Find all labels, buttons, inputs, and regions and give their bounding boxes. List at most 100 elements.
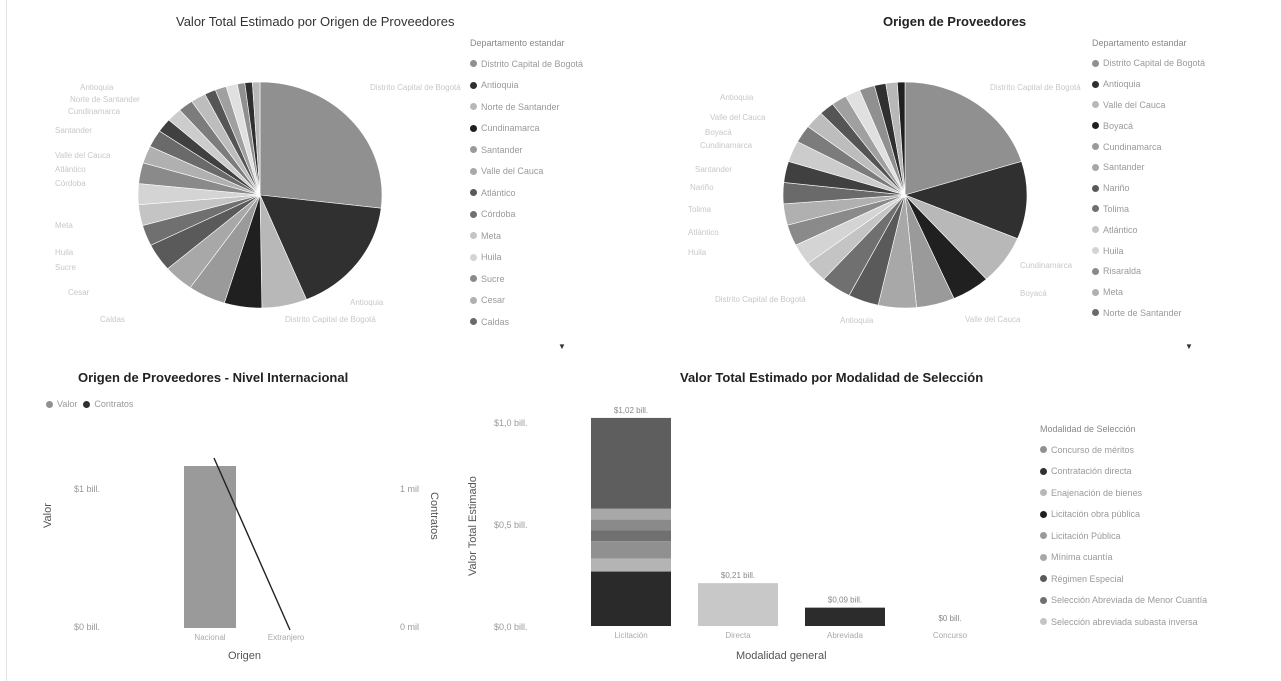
legend-item[interactable]: Huila	[1092, 240, 1272, 261]
bar-segment[interactable]	[591, 541, 671, 559]
legend-item[interactable]: Atlántico	[1092, 219, 1272, 240]
bar-chart-modalidad[interactable]: $1,02 bill. Licitación $0,21 bill. Directa $…	[440, 360, 1020, 670]
legend-dot	[1092, 226, 1099, 234]
bar-segment[interactable]	[591, 519, 671, 531]
legend-item[interactable]: Selección abreviada subasta inversa	[1040, 611, 1281, 633]
legend-item[interactable]: Boyacá	[1092, 115, 1272, 136]
legend-item[interactable]: Cesar	[470, 290, 660, 312]
line-contratos[interactable]	[213, 457, 291, 631]
legend-dot	[1092, 59, 1099, 67]
legend-item[interactable]: Atlántico	[470, 182, 660, 204]
bar-panel-modalidad: Valor Total Estimado por Modalidad de Se…	[440, 360, 1281, 681]
legend-item[interactable]: Enajenación de bienes	[1040, 482, 1281, 504]
x-tick-label: Licitación	[614, 631, 647, 640]
pie-slice[interactable]	[252, 81, 261, 196]
legend-label: Distrito Capital de Bogotá	[481, 58, 584, 69]
legend-item[interactable]: Distrito Capital de Bogotá	[470, 53, 660, 75]
legend-label: Cundinamarca	[1103, 141, 1162, 152]
slice-callout-label: Cundinamarca	[68, 107, 121, 116]
slice-callout-label: Antioquia	[720, 93, 754, 102]
legend-item[interactable]: Córdoba	[470, 204, 660, 226]
bar-valor[interactable]	[184, 466, 236, 628]
pie-slice[interactable]	[904, 161, 1028, 240]
legend-item[interactable]: Distrito Capital de Bogotá	[1092, 53, 1272, 74]
legend-dot	[1040, 553, 1047, 561]
legend-item[interactable]: Santander	[470, 139, 660, 161]
legend-item[interactable]: Caldas	[470, 311, 660, 333]
legend-dot	[83, 400, 91, 408]
legend-label: Atlántico	[481, 187, 516, 198]
legend-scroll-down-icon[interactable]: ▼	[1185, 342, 1193, 351]
legend-dot	[1040, 618, 1047, 626]
legend-label: Risaralda	[1103, 266, 1142, 277]
legend-item[interactable]: Contratación directa	[1040, 461, 1281, 483]
y-tick: $0,0 bill.	[494, 622, 528, 632]
legend-item[interactable]: Risaralda	[1092, 261, 1272, 282]
slice-callout-label: Meta	[55, 221, 73, 230]
legend-item[interactable]: Valle del Cauca	[470, 161, 660, 183]
legend-label: Concurso de méritos	[1051, 444, 1135, 455]
x-tick-label: Concurso	[933, 631, 968, 640]
legend-scroll-down-icon[interactable]: ▼	[558, 342, 566, 351]
pie-slice[interactable]	[896, 81, 906, 196]
pie-chart-origen[interactable]: Distrito Capital de Bogotá Antioquia Valle…	[660, 40, 1100, 380]
legend-item[interactable]: Norte de Santander	[1092, 303, 1272, 324]
x-tick-label: Directa	[725, 631, 751, 640]
bar-segment[interactable]	[591, 558, 671, 572]
legend-item[interactable]: Huila	[470, 247, 660, 269]
combo-panel-internacional: Origen de Proveedores - Nivel Internacio…	[0, 360, 440, 681]
slice-callout-label: Caldas	[100, 315, 125, 324]
legend-dot	[1092, 309, 1099, 317]
legend-item[interactable]: Santander	[1092, 157, 1272, 178]
legend-item[interactable]: Nariño	[1092, 178, 1272, 199]
combo-chart-internacional[interactable]: Nacional Extranjero	[0, 360, 440, 660]
slice-callout-label: Valle del Cauca	[965, 315, 1021, 324]
legend-item[interactable]: Valle del Cauca	[1092, 95, 1272, 116]
bar[interactable]	[698, 583, 778, 626]
legend-label: Boyacá	[1103, 120, 1134, 131]
legend-label: Norte de Santander	[1103, 307, 1182, 318]
legend-modalidad: Modalidad de Selección Concurso de mérit…	[1040, 424, 1281, 633]
legend-label: Huila	[1103, 245, 1124, 256]
legend-item[interactable]: Mínima cuantía	[1040, 547, 1281, 569]
bar-segment[interactable]	[591, 508, 671, 520]
legend-item[interactable]: Norte de Santander	[470, 96, 660, 118]
legend-item[interactable]: Sucre	[470, 268, 660, 290]
bar-segment[interactable]	[591, 417, 671, 509]
chart-title: Valor Total Estimado por Modalidad de Se…	[680, 370, 984, 385]
legend-item[interactable]: Selección Abreviada de Menor Cuantía	[1040, 590, 1281, 612]
bar-segment[interactable]	[591, 530, 671, 542]
legend-item[interactable]: Tolima	[1092, 199, 1272, 220]
pie-slice[interactable]	[259, 81, 383, 209]
left-border	[6, 0, 7, 681]
legend-item[interactable]: Concurso de méritos	[1040, 439, 1281, 461]
legend-item[interactable]: Cundinamarca	[470, 118, 660, 140]
slice-callout-label: Distrito Capital de Bogotá	[990, 83, 1081, 92]
legend-label: Antioquia	[481, 80, 519, 91]
legend-item[interactable]: Licitación Pública	[1040, 525, 1281, 547]
bar[interactable]	[805, 607, 885, 626]
slice-callout-label: Santander	[55, 126, 92, 135]
slice-callout-label: Boyacá	[1020, 289, 1047, 298]
legend-item[interactable]: Cundinamarca	[1092, 136, 1272, 157]
pie-slice[interactable]	[904, 81, 1022, 196]
legend-item[interactable]: Meta	[1092, 282, 1272, 303]
legend-dot	[1092, 205, 1099, 213]
slice-callout-label: Antioquia	[840, 316, 874, 325]
slice-callout-label: Distrito Capital de Bogotá	[370, 83, 461, 92]
legend-item[interactable]: Régimen Especial	[1040, 568, 1281, 590]
pie-panel-valor: Valor Total Estimado por Origen de Prove…	[0, 0, 660, 351]
legend-label: Córdoba	[481, 209, 516, 220]
bar-segment[interactable]	[591, 571, 671, 626]
legend-label: Selección abreviada subasta inversa	[1051, 616, 1198, 627]
legend-item[interactable]: Antioquia	[1092, 74, 1272, 95]
slice-callout-label: Norte de Santander	[70, 95, 140, 104]
pie-chart-valor[interactable]: Distrito Capital de Bogotá Antioquia Norte…	[40, 40, 500, 380]
bar-data-label: $1,02 bill.	[614, 406, 648, 415]
legend-item[interactable]: Antioquia	[470, 75, 660, 97]
legend-dot	[470, 232, 477, 240]
pie-slice[interactable]	[259, 194, 382, 300]
legend-item[interactable]: Licitación obra pública	[1040, 504, 1281, 526]
slice-callout-label: Valle del Cauca	[710, 113, 766, 122]
legend-item[interactable]: Meta	[470, 225, 660, 247]
